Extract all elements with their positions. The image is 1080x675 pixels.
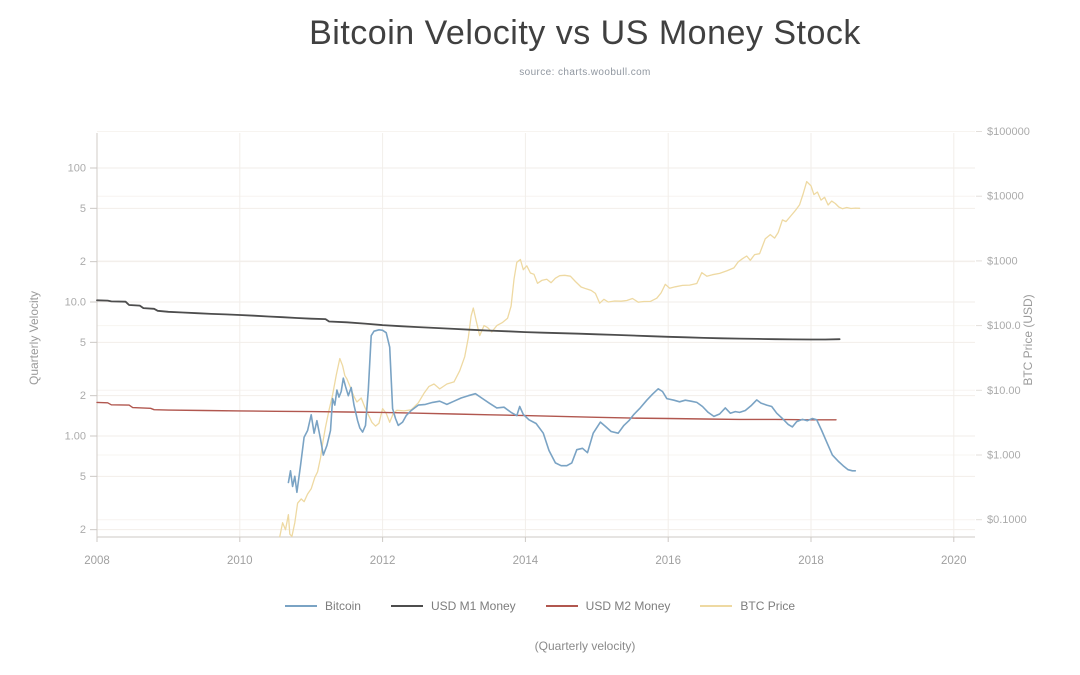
legend-label-btc-price: BTC Price [740, 599, 796, 613]
tick-labels: 100 5 2 10.0 5 2 1.00 5 2 $100000 $10000 $1000 $100.… [65, 126, 1030, 567]
y-right-tick-label: $10.00 [987, 385, 1021, 397]
y-left-tick-label: 5 [80, 203, 86, 215]
x-tick-label: 2020 [941, 555, 967, 567]
y-left-tick-label: 5 [80, 471, 86, 483]
y-left-tick-label: 100 [68, 163, 86, 175]
y-right-tick-label: $1000 [987, 255, 1018, 267]
y-right-tick-label: $1.000 [987, 450, 1021, 462]
legend-item-usd-m2-money[interactable]: USD M2 Money [545, 599, 671, 613]
y-left-tick-label: 2 [80, 390, 86, 402]
y-left-tick-label: 1.00 [65, 431, 86, 443]
series-line-btc-price [279, 180, 861, 538]
chart-source-subtitle: source: charts.woobull.com [519, 67, 651, 78]
y-right-tick-label: $100.0 [987, 320, 1021, 332]
series-line-usd-m1-money [96, 299, 841, 341]
axes [90, 131, 982, 542]
legend-item-bitcoin[interactable]: Bitcoin [284, 599, 361, 613]
legend-swatch-btc-price [700, 605, 733, 607]
legend-label-usd-m1-money: USD M1 Money [430, 599, 516, 613]
x-tick-label: 2018 [798, 555, 824, 567]
y-left-tick-label: 10.0 [65, 297, 86, 309]
y-right-axis-title: BTC Price (USD) [1021, 294, 1035, 385]
legend-label-usd-m2-money: USD M2 Money [585, 599, 671, 613]
data-series [96, 180, 861, 538]
legend-item-usd-m1-money[interactable]: USD M1 Money [390, 599, 516, 613]
page-title: Bitcoin Velocity vs US Money Stock [309, 14, 861, 52]
gridlines [96, 131, 975, 537]
legend-label-bitcoin: Bitcoin [324, 599, 361, 613]
legend-swatch-bitcoin [284, 605, 317, 607]
y-left-tick-label: 2 [80, 524, 86, 536]
y-left-tick-label: 2 [80, 256, 86, 268]
x-tick-label: 2010 [227, 555, 253, 567]
y-right-tick-label: $10000 [987, 191, 1024, 203]
legend-swatch-usd-m1-money [390, 605, 423, 607]
x-tick-label: 2014 [513, 555, 539, 567]
x-tick-label: 2008 [84, 555, 110, 567]
y-right-tick-label: $0.1000 [987, 514, 1027, 526]
y-left-axis-title: Quarterly Velocity [27, 291, 41, 385]
chart-caption: (Quarterly velocity) [534, 639, 636, 653]
chart-legend: Bitcoin USD M1 Money USD M2 Money BTC Price [0, 599, 1080, 613]
x-tick-label: 2012 [370, 555, 396, 567]
legend-item-btc-price[interactable]: BTC Price [700, 599, 795, 613]
y-left-tick-label: 5 [80, 337, 86, 349]
y-right-tick-label: $100000 [987, 126, 1030, 138]
series-line-bitcoin [287, 329, 857, 494]
legend-swatch-usd-m2-money [545, 605, 578, 607]
series-line-usd-m2-money [96, 401, 837, 421]
x-tick-label: 2016 [655, 555, 681, 567]
